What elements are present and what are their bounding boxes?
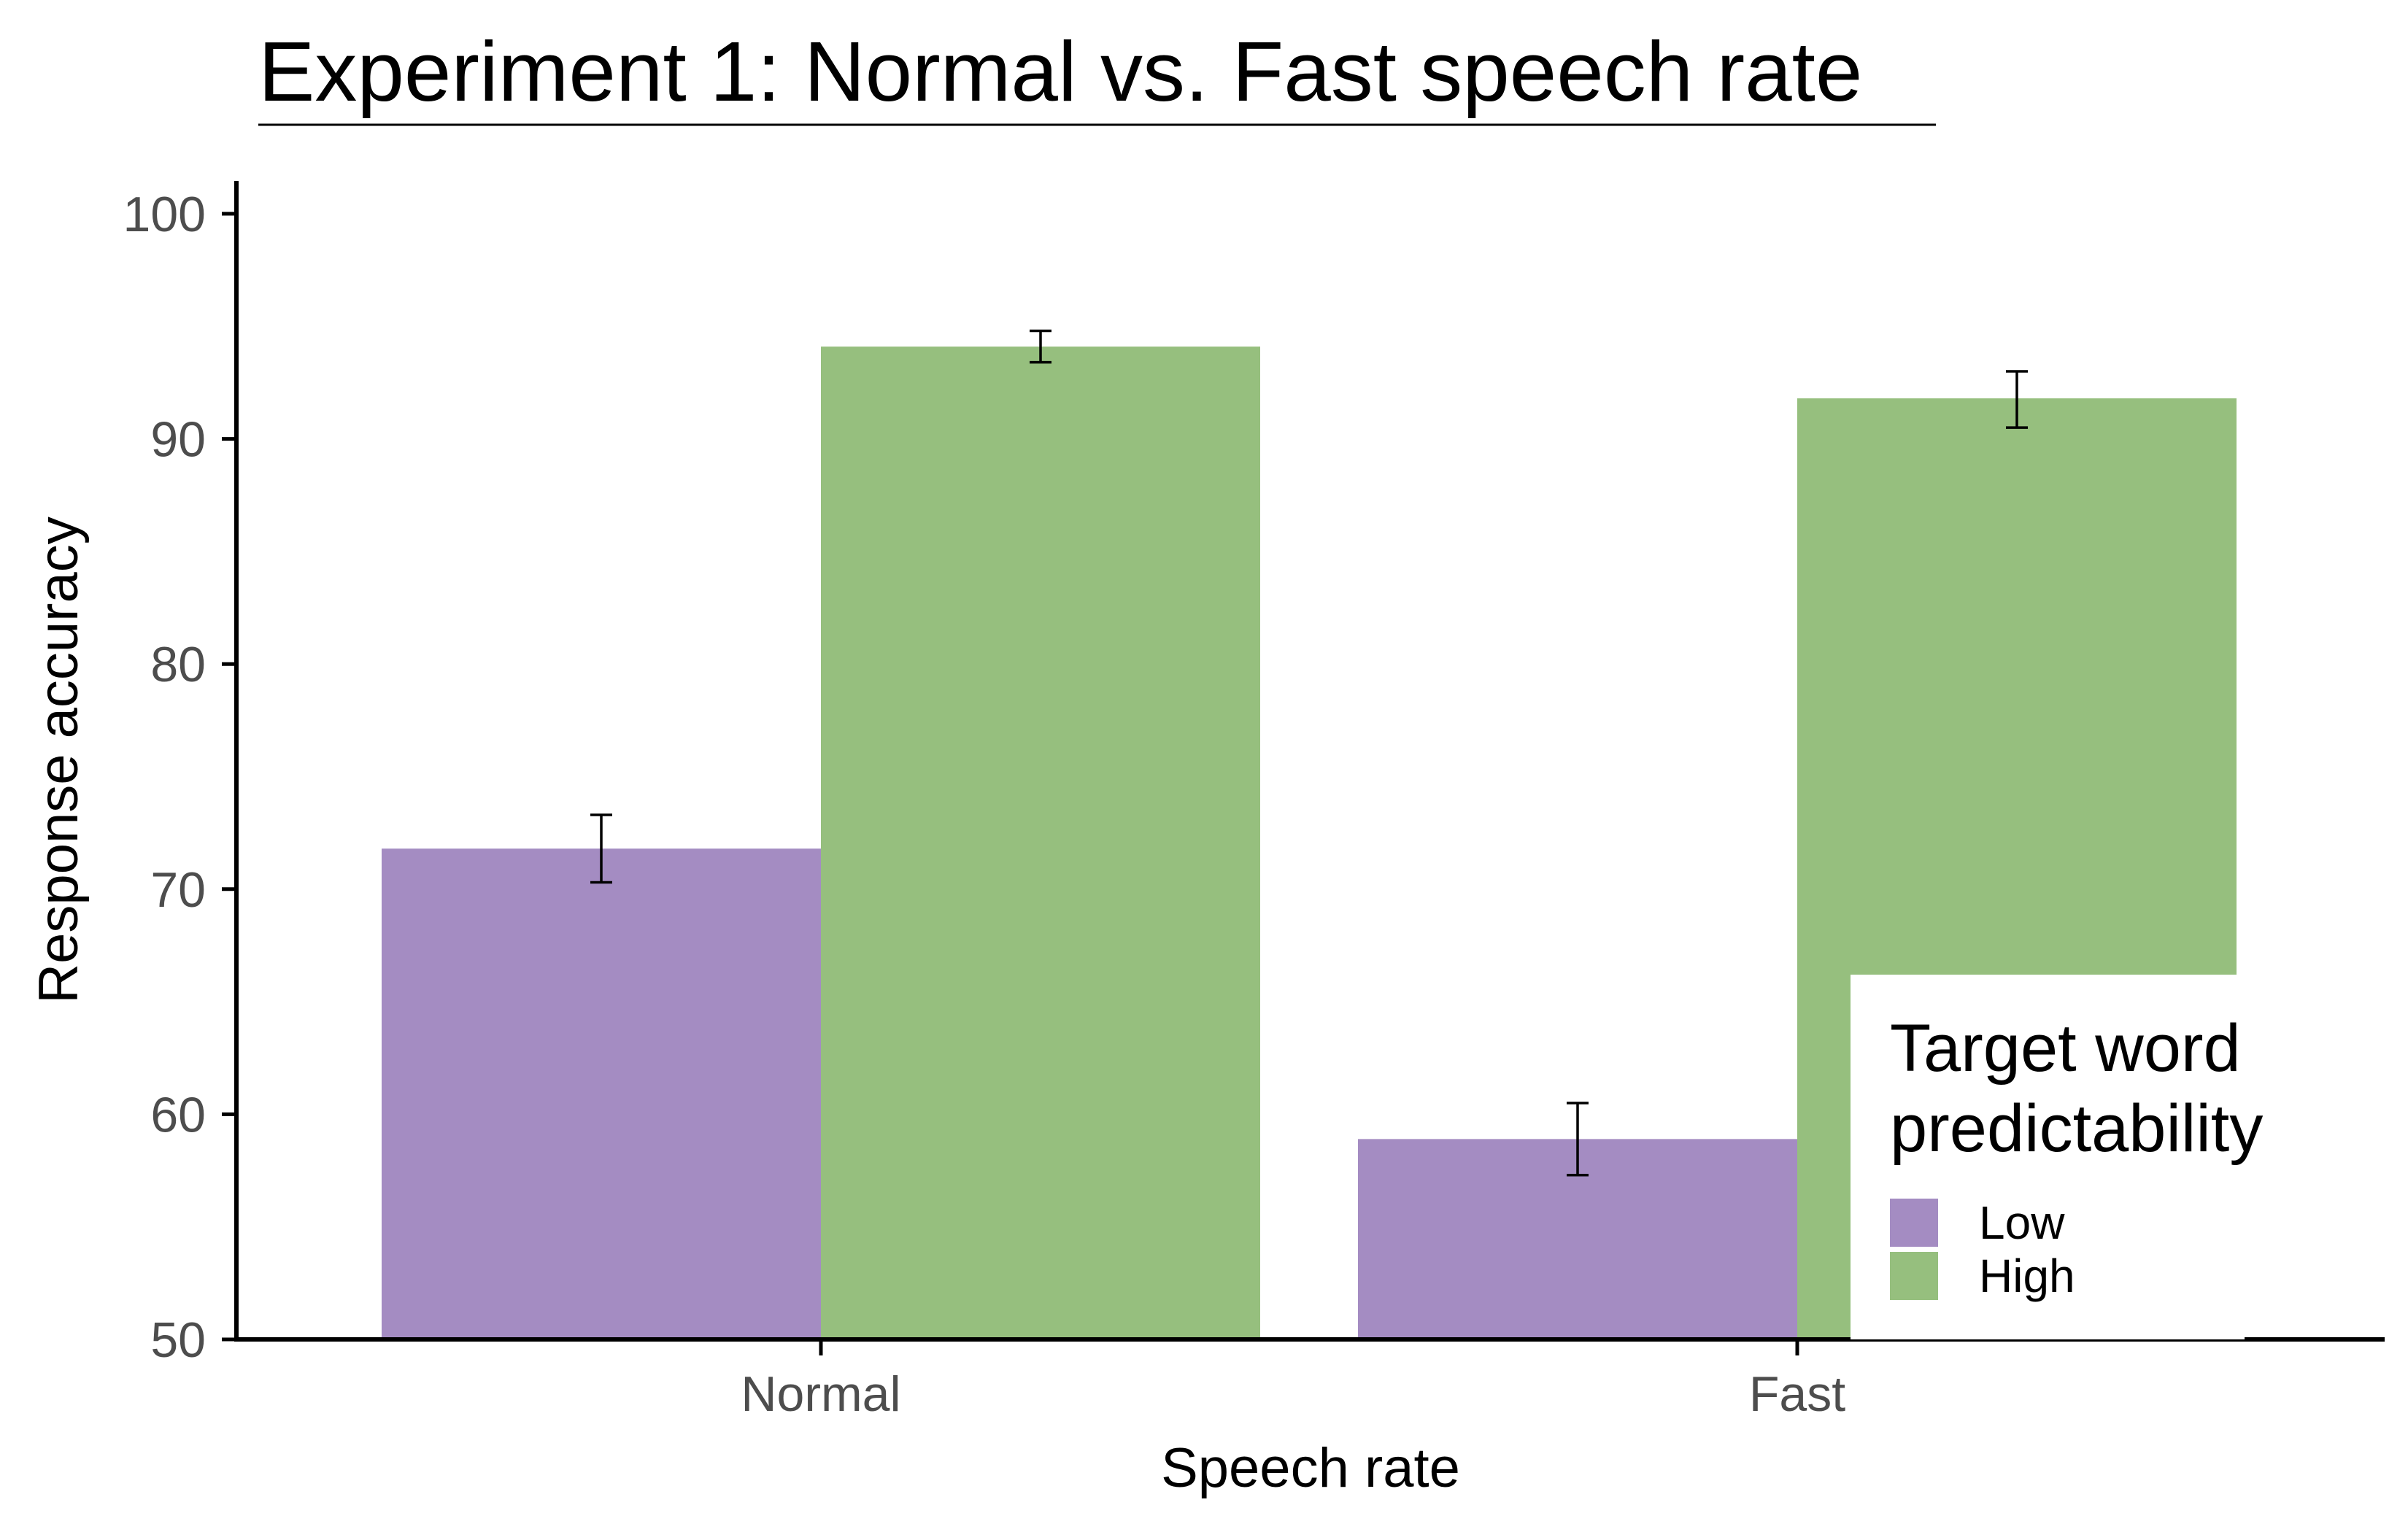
- error-bar-low-normal: [590, 813, 612, 884]
- legend-label-high: High: [1979, 1250, 2075, 1302]
- error-bar-low-fast: [1567, 1102, 1589, 1177]
- x-axis-title: Speech rate: [1161, 1437, 1460, 1499]
- y-ticks: 50 60 70 80 90 100: [123, 187, 236, 1368]
- y-tick-label: 70: [150, 862, 206, 918]
- legend-key-high: [1890, 1252, 1938, 1300]
- y-tick-label: 50: [150, 1312, 206, 1368]
- bar-high-normal: [821, 347, 1260, 1340]
- y-tick-label: 60: [150, 1087, 206, 1142]
- legend-title-line-1: Target word: [1890, 1011, 2241, 1086]
- error-bar-high-normal: [1030, 329, 1051, 364]
- x-ticks: Normal Fast: [741, 1339, 1845, 1422]
- x-tick-label-fast: Fast: [1749, 1366, 1845, 1422]
- legend-label-low: Low: [1979, 1196, 2065, 1249]
- axes: 50 60 70 80 90 100 Normal Fast: [123, 181, 2385, 1422]
- legend-title-line-2: predictability: [1890, 1091, 2263, 1166]
- y-tick-label: 90: [150, 412, 206, 468]
- chart-title: Experiment 1: Normal vs. Fast speech rat…: [258, 24, 1862, 119]
- y-tick-label: 100: [123, 187, 206, 242]
- y-tick-label: 80: [150, 637, 206, 692]
- bar-low-normal: [382, 848, 821, 1339]
- error-bar-high-fast: [2006, 370, 2028, 429]
- error-bars-layer: [590, 329, 2028, 1177]
- y-axis-title: Response accuracy: [28, 517, 90, 1003]
- x-tick-label-normal: Normal: [741, 1366, 900, 1422]
- legend: Target word predictability Low High: [1851, 975, 2263, 1339]
- legend-key-low: [1890, 1199, 1938, 1247]
